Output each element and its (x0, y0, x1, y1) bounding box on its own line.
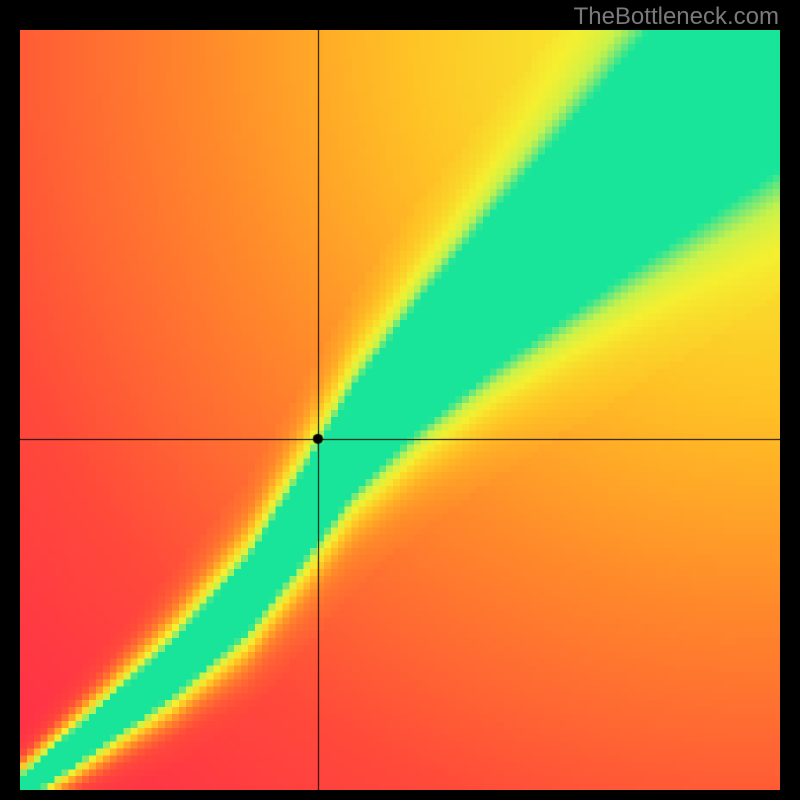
bottleneck-heatmap (20, 30, 780, 790)
chart-container: TheBottleneck.com (0, 0, 800, 800)
watermark-text: TheBottleneck.com (574, 3, 779, 31)
